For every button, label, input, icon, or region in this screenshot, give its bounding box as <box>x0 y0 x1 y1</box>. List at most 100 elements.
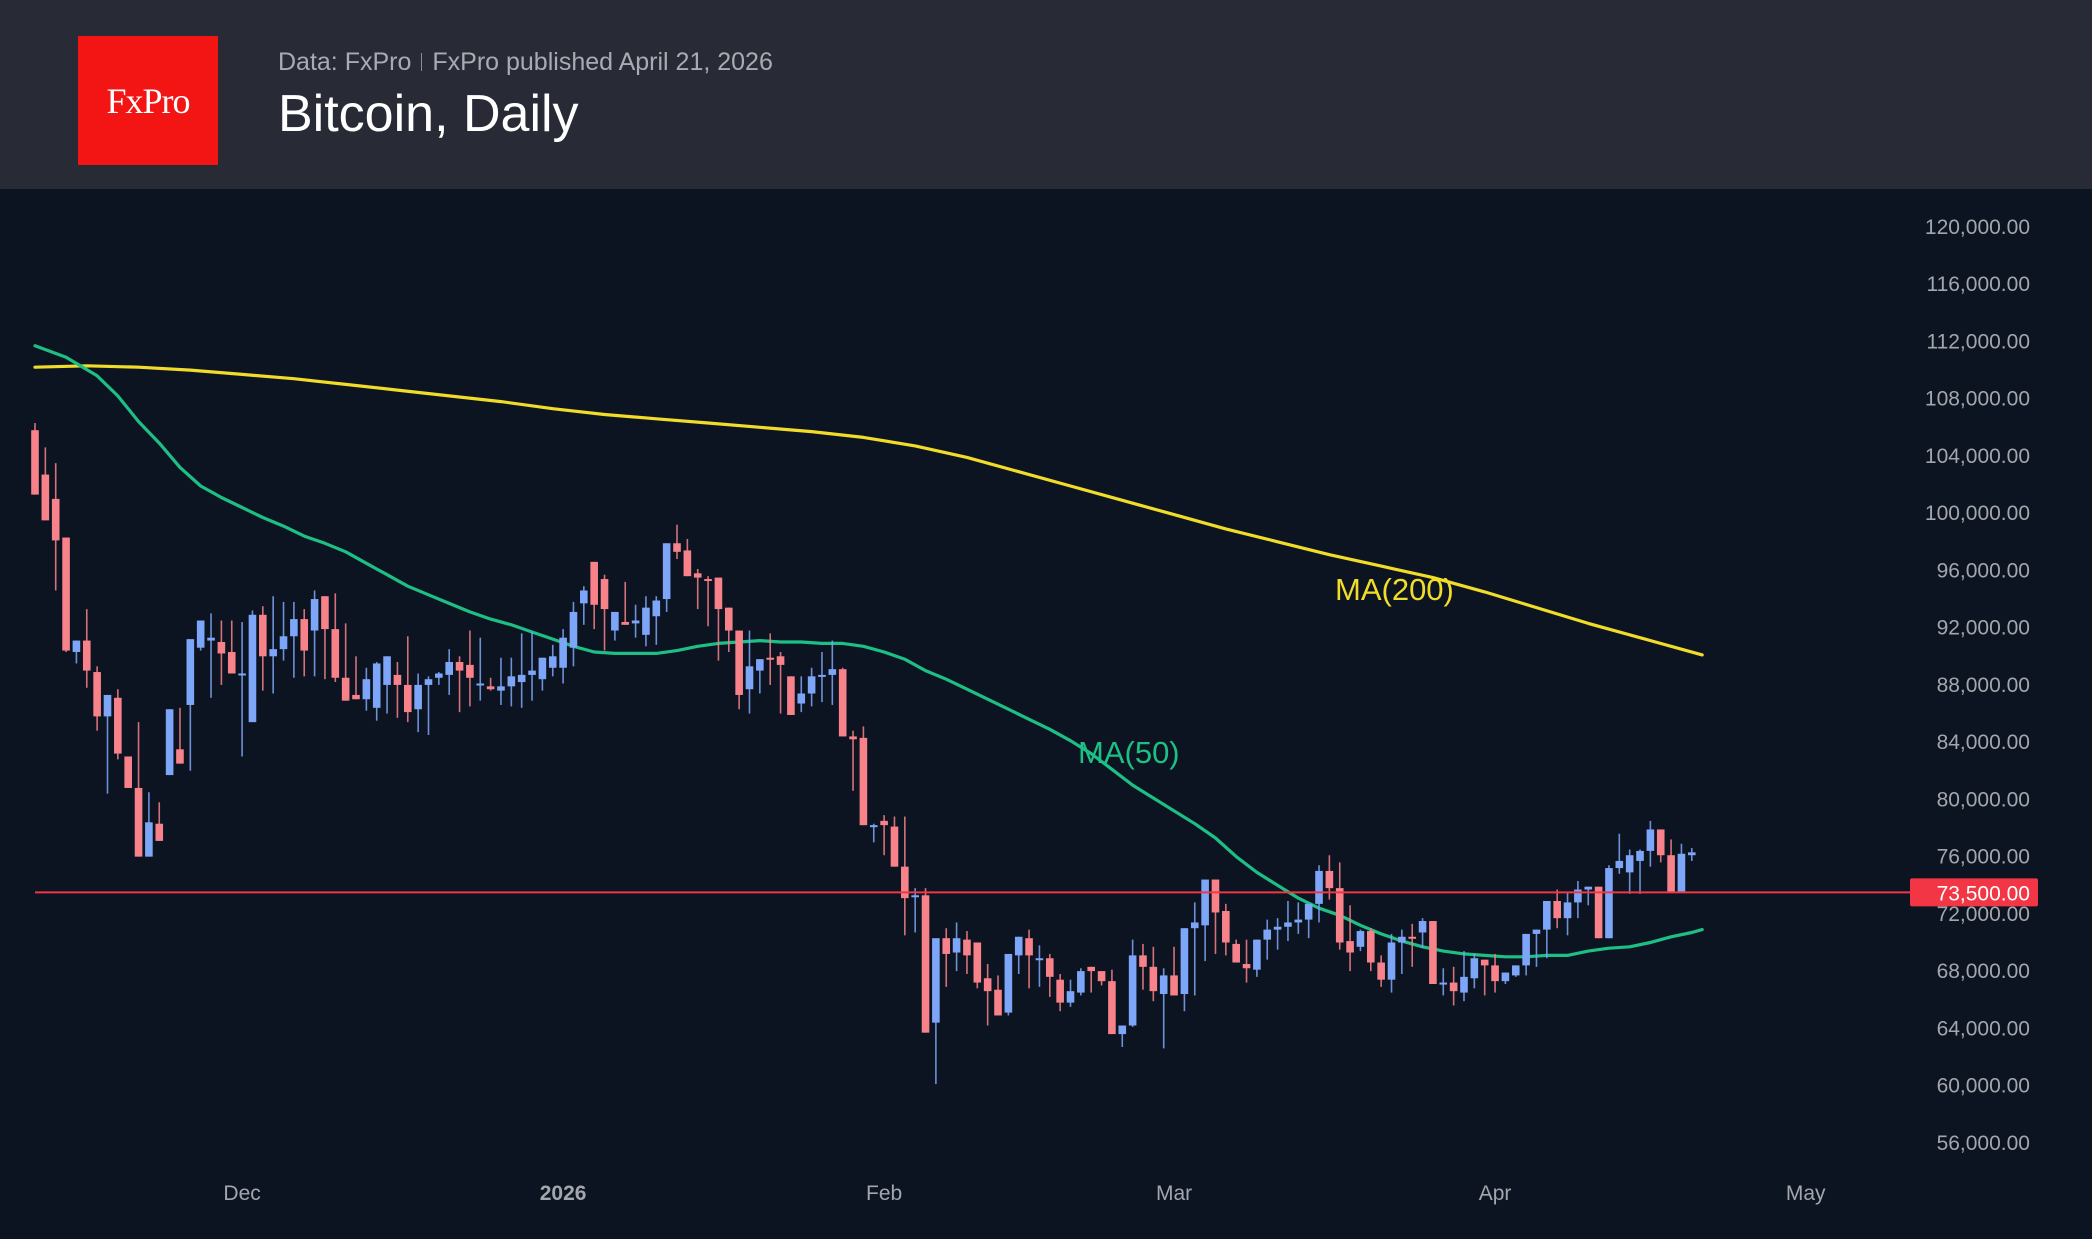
bullish-candle <box>1128 939 1137 1027</box>
bearish-candle <box>859 726 868 826</box>
bullish-candle <box>383 656 391 714</box>
bearish-candle <box>300 609 309 677</box>
y-tick-label: 84,000.00 <box>1937 731 2030 754</box>
bullish-candle <box>517 633 526 708</box>
bullish-candle <box>1418 918 1427 949</box>
bearish-candle <box>1346 905 1354 972</box>
published-date: FxPro published April 21, 2026 <box>432 48 773 76</box>
bullish-candle <box>1273 918 1282 950</box>
bullish-candle <box>238 621 246 757</box>
bullish-candle <box>1470 953 1479 989</box>
bearish-candle <box>1242 939 1251 983</box>
y-tick-label: 88,000.00 <box>1937 674 2030 697</box>
candlestick-chart: 73,500.00 120,000.00 116,000.00 112,000.00… <box>31 216 2038 1205</box>
bearish-candle <box>735 630 743 710</box>
bullish-candle <box>1180 928 1189 1012</box>
data-source: Data: FxPro <box>278 48 412 76</box>
bullish-candle <box>580 586 588 625</box>
bullish-candle <box>445 649 453 695</box>
bullish-candle <box>103 694 112 794</box>
bearish-candle <box>341 623 350 701</box>
bullish-candle <box>1190 902 1199 996</box>
y-tick-label: 116,000.00 <box>1926 273 2030 296</box>
bearish-candle <box>973 942 982 989</box>
bullish-candle <box>932 938 940 1085</box>
bullish-candle <box>1460 951 1468 1002</box>
y-tick-label: 108,000.00 <box>1925 388 2030 411</box>
bullish-candle <box>611 611 619 641</box>
price-level-line: 73,500.00 <box>35 878 2038 907</box>
bullish-candle <box>1511 965 1520 977</box>
y-tick-label: 56,000.00 <box>1937 1132 2030 1155</box>
bearish-candle <box>942 928 951 987</box>
bearish-candle <box>849 730 857 791</box>
bullish-candle <box>507 657 516 707</box>
bullish-candle <box>1387 933 1396 993</box>
bearish-candle <box>331 593 340 683</box>
bearish-candle <box>466 630 474 707</box>
bearish-candle <box>114 689 122 760</box>
bearish-candle <box>1139 943 1147 990</box>
bullish-candle <box>1439 968 1448 996</box>
bullish-candle <box>372 662 381 721</box>
bearish-candle <box>766 633 775 685</box>
bearish-candle <box>693 569 702 610</box>
bullish-candle <box>424 676 433 736</box>
bearish-candle <box>890 816 899 867</box>
bearish-candle <box>1408 923 1417 967</box>
bullish-candle <box>559 629 567 684</box>
y-tick-label: 92,000.00 <box>1937 617 2030 640</box>
bullish-candle <box>911 888 919 933</box>
bullish-candle <box>756 659 764 694</box>
bearish-candle <box>227 620 236 674</box>
y-tick-label: 64,000.00 <box>1937 1017 2030 1040</box>
bullish-candle <box>1563 892 1572 936</box>
header-bar: FxPro Data: FxPro FxPro published April 2… <box>0 0 2092 189</box>
bearish-candle <box>1149 946 1158 1002</box>
bullish-candle <box>652 596 661 645</box>
bullish-candle <box>1263 919 1272 960</box>
bearish-candle <box>1449 966 1458 1006</box>
bullish-candle <box>1077 968 1085 996</box>
bearish-candle <box>724 607 733 653</box>
bearish-candle <box>1553 889 1561 929</box>
bearish-candle <box>62 537 70 653</box>
bullish-candle <box>828 640 837 705</box>
bearish-candle <box>621 581 630 625</box>
bearish-candle <box>1087 966 1096 993</box>
bullish-candle <box>1294 902 1303 934</box>
bullish-candle <box>269 596 277 694</box>
bearish-candle <box>921 888 930 1033</box>
bearish-candle <box>1108 969 1116 1035</box>
bearish-candle <box>155 802 164 841</box>
bullish-candle <box>869 823 878 843</box>
ma-labels: MA(200) MA(50) <box>1078 572 1454 770</box>
bearish-candle <box>880 815 888 856</box>
bearish-candle <box>486 677 495 691</box>
x-tick-label: Feb <box>866 1182 902 1205</box>
bearish-candle <box>1667 839 1675 893</box>
bullish-candle <box>631 604 640 638</box>
bullish-candle <box>528 631 536 701</box>
bullish-candle <box>1501 972 1510 984</box>
x-tick-label: Dec <box>223 1182 260 1205</box>
y-axis: 120,000.00 116,000.00 112,000.00 108,000.00… <box>1925 216 2030 1155</box>
y-tick-label: 72,000.00 <box>1937 903 2030 926</box>
bullish-candle <box>362 667 371 711</box>
y-tick-label: 112,000.00 <box>1926 330 2030 353</box>
bearish-candle <box>176 707 184 764</box>
bullish-candle <box>310 590 319 677</box>
bullish-candle <box>745 630 754 714</box>
bearish-candle <box>1097 971 1106 986</box>
fxpro-logo: FxPro <box>78 36 218 165</box>
bullish-candle <box>1605 865 1613 939</box>
bearish-candle <box>51 463 60 591</box>
bullish-candle <box>196 620 205 651</box>
bearish-candle <box>683 538 692 577</box>
bearish-candle <box>1232 939 1240 963</box>
bearish-candle <box>1222 903 1230 956</box>
bullish-candle <box>1004 953 1013 1016</box>
bullish-candle <box>818 652 826 703</box>
bearish-candle <box>41 447 50 521</box>
bullish-candle <box>248 610 257 723</box>
